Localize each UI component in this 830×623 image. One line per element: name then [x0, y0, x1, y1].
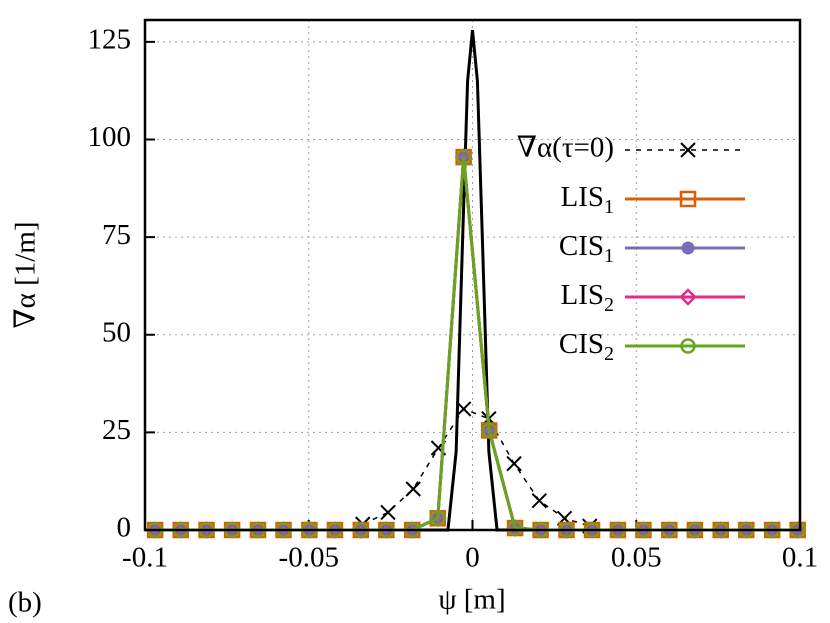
point	[506, 455, 522, 472]
legend-label: CIS2	[559, 328, 614, 365]
point	[455, 401, 472, 417]
x-tick-label: -0.1	[122, 542, 168, 574]
series-line	[145, 30, 800, 532]
x-tick-label: 0.05	[611, 542, 662, 574]
plot-frame	[143, 18, 802, 532]
point	[679, 190, 697, 208]
y-tick-label: 50	[102, 316, 131, 348]
point	[380, 504, 396, 521]
x-tick-label: 0.1	[782, 542, 818, 574]
legend-label: ∇α(τ=0)	[517, 132, 614, 164]
point	[681, 241, 695, 255]
point	[679, 288, 697, 306]
panel-label: (b)	[8, 587, 42, 619]
x-tick-label: -0.05	[279, 542, 339, 574]
series-line	[155, 156, 798, 532]
point	[531, 493, 548, 509]
series-line	[155, 156, 798, 532]
legend-label: CIS1	[559, 230, 614, 267]
point	[680, 142, 696, 158]
point	[507, 520, 523, 536]
y-tick-label: 100	[88, 121, 132, 153]
point	[481, 422, 497, 439]
series-line	[362, 408, 590, 527]
point	[405, 481, 421, 497]
series-line	[155, 156, 798, 532]
point	[680, 338, 696, 354]
legend-label: LIS2	[561, 279, 615, 316]
point	[455, 149, 472, 165]
series-line	[155, 156, 798, 532]
y-tick-label: 125	[88, 24, 132, 56]
legend-label: LIS1	[561, 181, 615, 218]
y-tick-label: 25	[102, 414, 131, 446]
y-axis-label: ∇α [1/m]	[10, 221, 42, 328]
point	[430, 510, 446, 527]
x-tick-label: 0	[465, 542, 480, 574]
x-axis-label: ψ [m]	[438, 584, 505, 616]
y-tick-label: 75	[102, 219, 131, 251]
y-tick-label: 0	[117, 512, 132, 544]
